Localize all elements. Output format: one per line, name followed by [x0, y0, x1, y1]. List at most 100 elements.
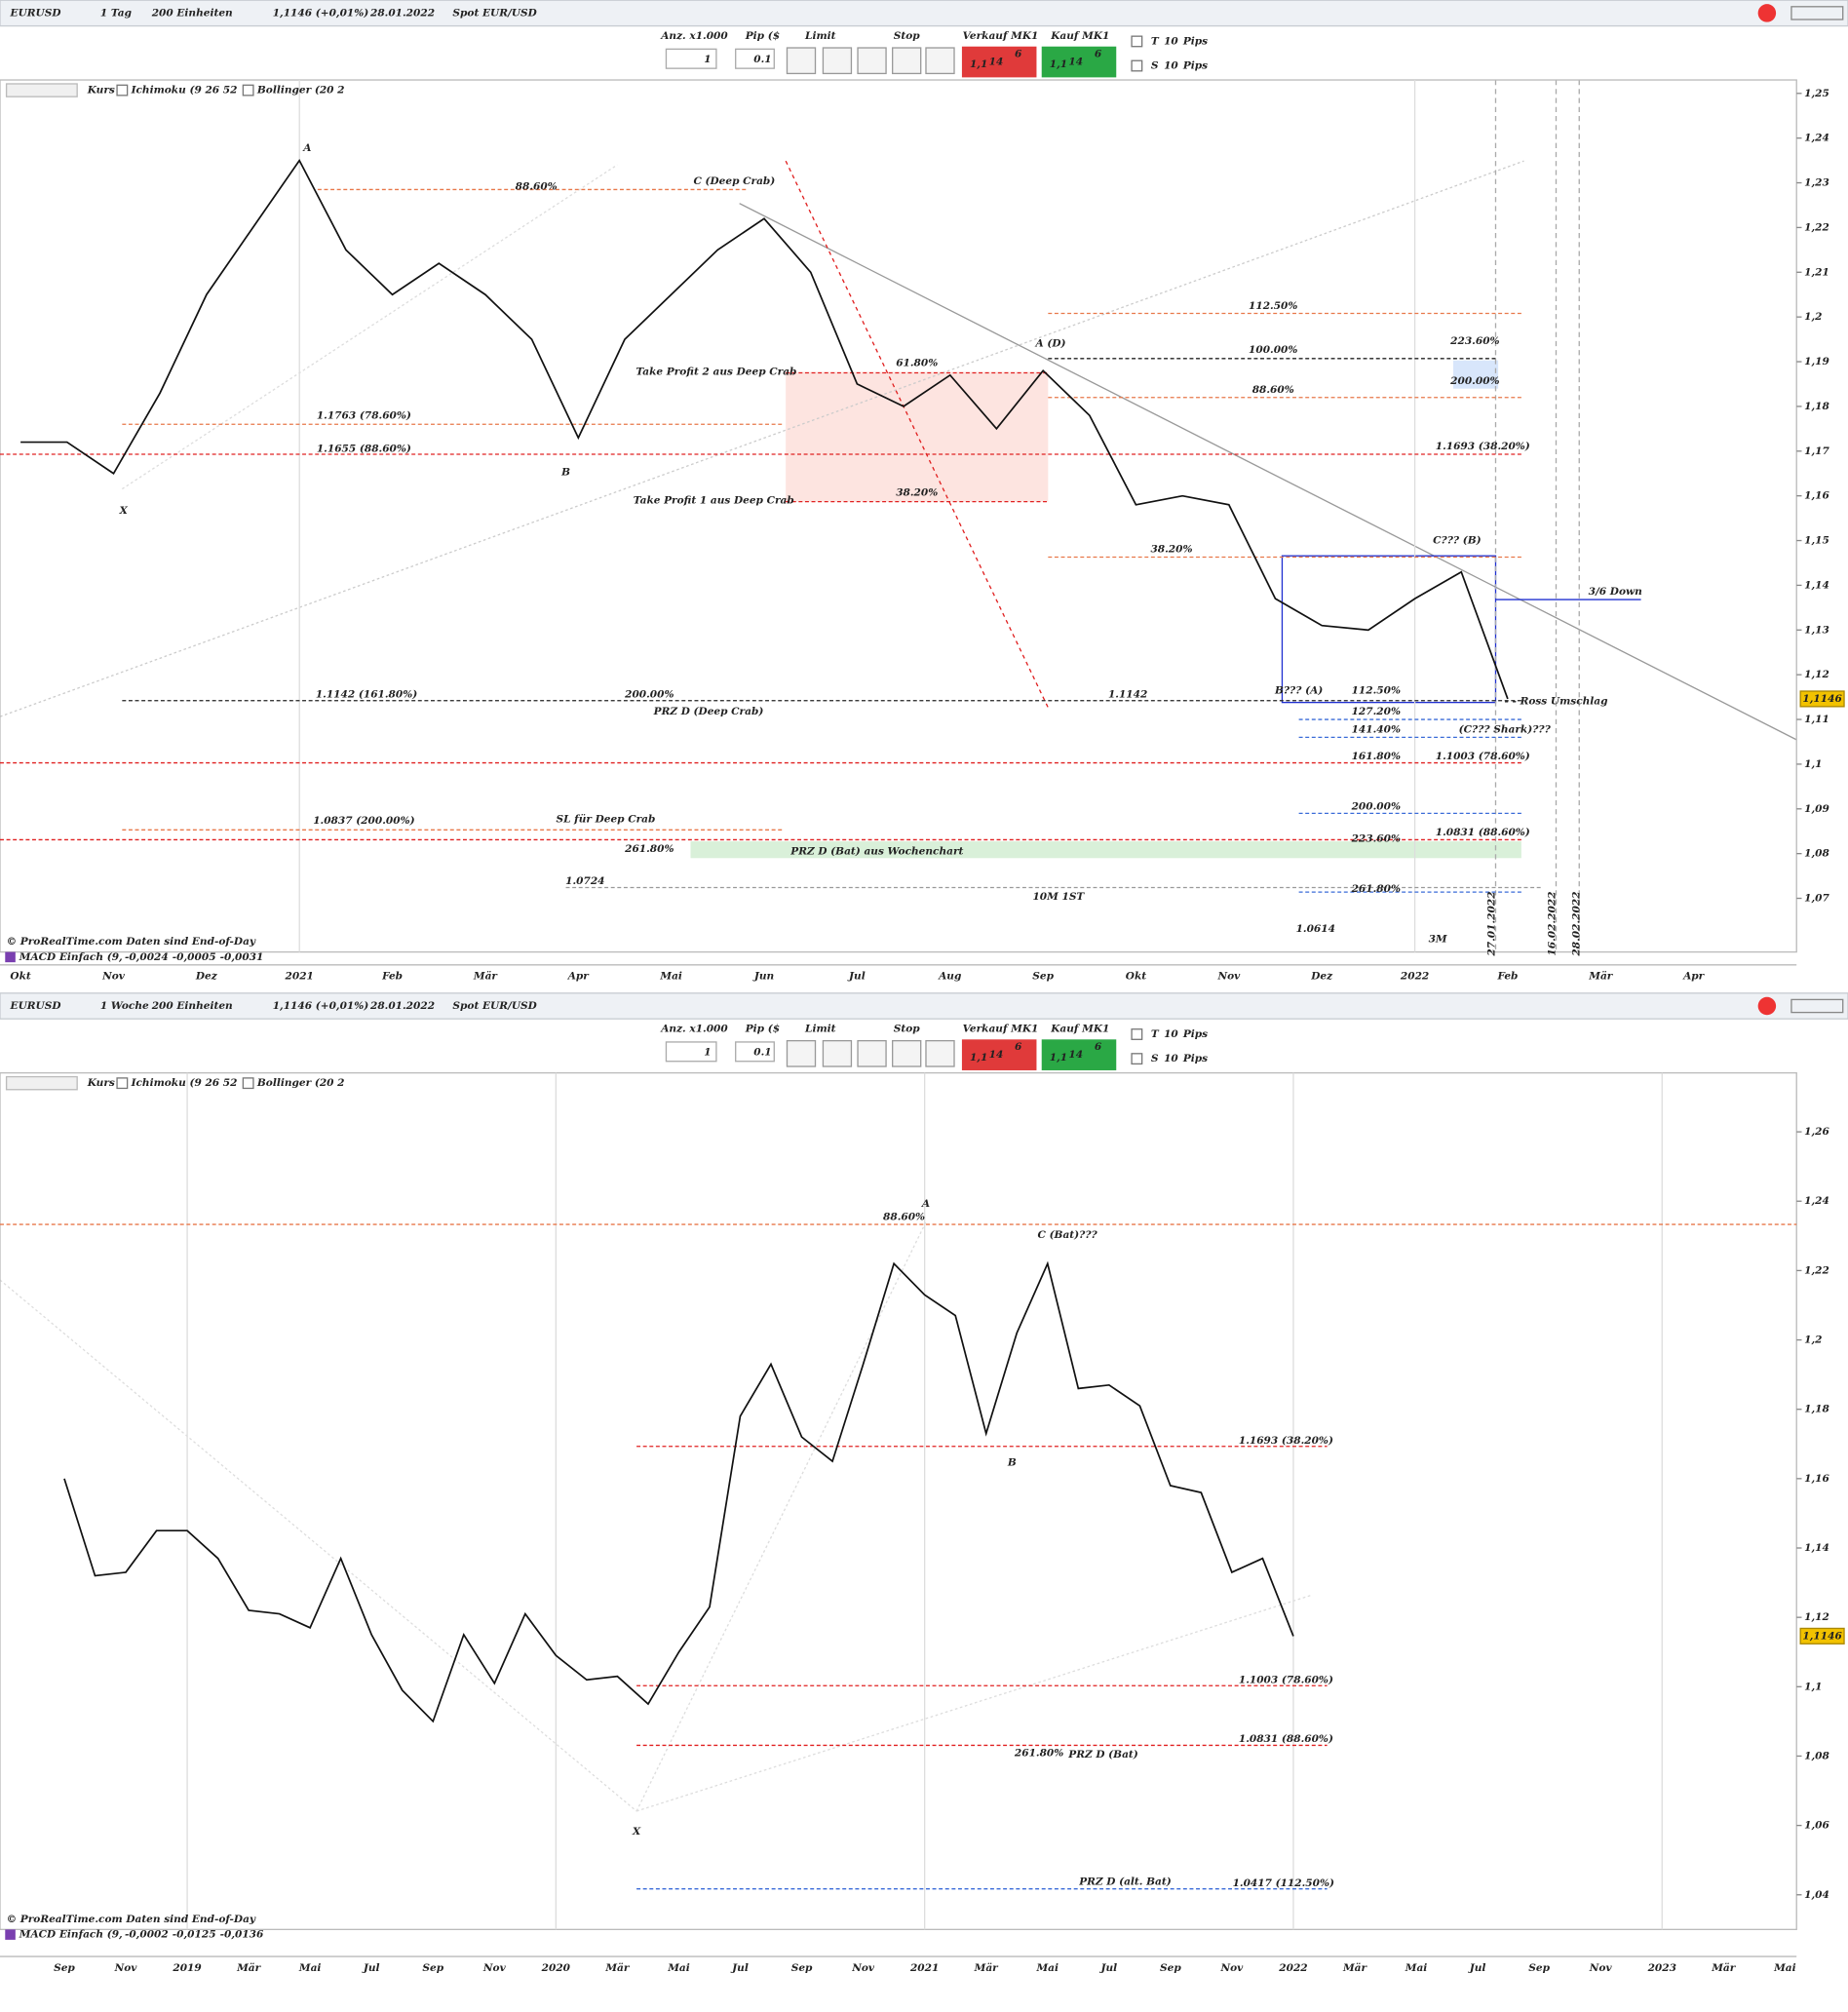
checkbox[interactable] [116, 84, 129, 97]
price-pips: 14 [989, 57, 1004, 68]
limit-label: Limit [804, 1024, 836, 1035]
annotation: 3/6 Down [1589, 586, 1642, 598]
indicator[interactable]: Kurs [87, 1077, 115, 1089]
qty-input[interactable] [665, 48, 717, 69]
qty-label: Anz. x1.000 [660, 30, 728, 42]
indicator[interactable]: Bollinger (20 2 [256, 1077, 345, 1089]
annotation: X [632, 1826, 641, 1838]
checkbox[interactable] [242, 1077, 254, 1090]
checkbox[interactable] [1131, 1053, 1143, 1065]
annotation: 1.1003 (78.60%) [1239, 1674, 1333, 1685]
toolbar-units[interactable]: 200 Einheiten [151, 1000, 233, 1012]
order-button[interactable] [822, 1039, 853, 1067]
macd-value: -0,0024 [125, 951, 169, 963]
y-tick-label: 1,23 [1804, 177, 1829, 189]
annotation: Take Profit 1 aus Deep Crab [634, 494, 794, 506]
checkbox[interactable] [116, 1077, 129, 1090]
x-tick-label: Feb [381, 971, 403, 983]
sell-button[interactable] [961, 46, 1037, 78]
window-buttons[interactable] [1790, 6, 1844, 20]
price-frac: 6 [1095, 49, 1102, 60]
toolbar-instrument[interactable]: Spot EUR/USD [452, 7, 537, 19]
time-line-date: 28.02.2022 [1571, 892, 1583, 957]
y-tick-label: 1,08 [1804, 1750, 1829, 1761]
trend-line [785, 160, 1049, 709]
annotation: 161.80% [1352, 751, 1401, 762]
indicator-icons[interactable] [5, 83, 78, 97]
indicator[interactable]: Kurs [87, 85, 115, 97]
toolbar-timeframe[interactable]: 1 Tag [100, 7, 133, 19]
qty-input[interactable] [665, 1041, 717, 1063]
qty-value: 1 [704, 1046, 711, 1058]
window-buttons[interactable] [1790, 998, 1844, 1014]
annotation: 223.60% [1449, 335, 1499, 347]
annotation: 261.80% [1014, 1748, 1063, 1760]
order-button[interactable] [925, 47, 955, 75]
price-frac: 6 [1015, 49, 1022, 60]
order-button[interactable] [925, 1039, 955, 1067]
x-tick-label: Mai [667, 1962, 690, 1974]
order-button[interactable] [822, 47, 853, 75]
order-button[interactable] [892, 1039, 922, 1067]
price-big: 1,1 [970, 58, 987, 70]
fib-zone [1452, 360, 1499, 389]
plot-area [0, 1071, 1797, 1930]
price-big: 1,1 [1050, 58, 1067, 70]
y-tick-label: 1,12 [1804, 1611, 1829, 1623]
checkbox[interactable] [1131, 59, 1143, 72]
toolbar-symbol[interactable]: EURUSD [10, 1000, 62, 1012]
x-tick-label: Mär [604, 1962, 631, 1974]
x-tick-label: Mär [473, 971, 499, 983]
x-tick-label: Aug [938, 971, 962, 983]
last-price-label: 1,1146 [1802, 1630, 1842, 1642]
macd-value: -0,0002 [125, 1929, 169, 1941]
annotation: B??? (A) [1274, 685, 1323, 697]
y-tick-label: 1,18 [1804, 401, 1829, 412]
checkbox[interactable] [1131, 35, 1143, 48]
macd-value: -0,0136 [220, 1929, 264, 1941]
s-label: S [1151, 1053, 1159, 1064]
annotation: B [1007, 1456, 1017, 1468]
indicator[interactable]: Ichimoku (9 26 52 [131, 1077, 238, 1089]
annotation: 261.80% [624, 843, 674, 855]
toolbar-instrument[interactable]: Spot EUR/USD [452, 1000, 537, 1012]
pips-label: Pips [1182, 1028, 1208, 1040]
y-tick-label: 1,14 [1804, 1542, 1829, 1554]
toolbar-quote: 1,1146 (+0,01%) [273, 7, 369, 19]
toolbar-quote: 1,1146 (+0,01%) [273, 1000, 369, 1012]
indicator-icons[interactable] [5, 1075, 78, 1091]
x-tick-label: Jul [847, 971, 866, 983]
order-button[interactable] [857, 1039, 887, 1067]
indicator[interactable]: Ichimoku (9 26 52 [131, 85, 238, 97]
buy-button[interactable] [1041, 46, 1117, 78]
macd-name: MACD Einfach (9, [19, 1929, 123, 1941]
y-tick-label: 1,25 [1804, 88, 1829, 99]
pip-input[interactable] [735, 48, 775, 69]
order-button[interactable] [857, 47, 887, 75]
pip-input[interactable] [735, 1041, 775, 1063]
annotation: - - Ross Umschlag [1504, 695, 1608, 707]
x-tick-label: Jul [1098, 1962, 1117, 1974]
buy-button[interactable] [1041, 1039, 1117, 1070]
toolbar-units[interactable]: 200 Einheiten [151, 7, 233, 19]
annotation: 1.1693 (38.20%) [1436, 441, 1530, 452]
toolbar-symbol[interactable]: EURUSD [10, 7, 62, 19]
order-button[interactable] [786, 47, 817, 75]
annotation: 61.80% [896, 357, 938, 368]
checkbox[interactable] [1131, 1028, 1143, 1040]
stop-label: Stop [894, 1024, 921, 1035]
sell-button[interactable] [961, 1039, 1037, 1070]
toolbar-timeframe[interactable]: 1 Woche [100, 1000, 149, 1012]
app-icon[interactable] [1757, 4, 1777, 22]
macd-icon [5, 1929, 16, 1940]
order-button[interactable] [786, 1039, 817, 1067]
indicator[interactable]: Bollinger (20 2 [256, 85, 345, 97]
app-icon[interactable] [1757, 996, 1777, 1016]
y-tick-label: 1,06 [1804, 1820, 1829, 1832]
annotation: PRZ D (Deep Crab) [653, 706, 764, 717]
trend-line [635, 1221, 927, 1812]
checkbox[interactable] [242, 84, 254, 97]
order-button[interactable] [892, 47, 922, 75]
trend-line [739, 203, 1797, 741]
x-tick-label: Nov [101, 971, 126, 983]
